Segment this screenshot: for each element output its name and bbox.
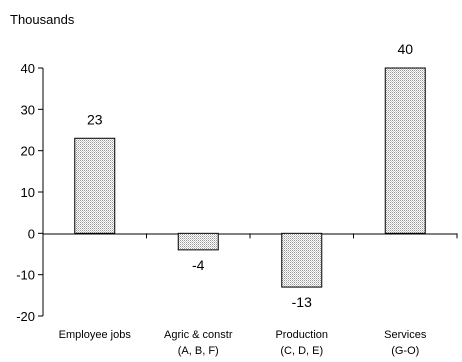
category-sublabel: (A, B, F) <box>178 345 219 357</box>
category-sublabel: (C, D, E) <box>280 345 323 357</box>
data-label: 23 <box>87 111 103 127</box>
category-sublabel: (G-O) <box>391 345 419 357</box>
data-labels: 23 -4 -13 40 <box>87 41 413 310</box>
y-tick-label: -20 <box>16 309 35 324</box>
bar <box>384 67 426 234</box>
category-label: Services <box>384 329 427 341</box>
x-axis-ticks <box>42 233 458 239</box>
category-label: Production <box>275 329 328 341</box>
category-label: Employee jobs <box>59 329 132 341</box>
y-axis-ticks: -20 -10 0 10 20 30 40 <box>16 61 43 324</box>
data-label: -4 <box>192 257 205 273</box>
y-tick-label: 40 <box>21 61 35 76</box>
bar <box>74 137 116 234</box>
data-label: -13 <box>292 294 312 310</box>
y-tick-label: 0 <box>28 226 35 241</box>
y-tick-label: 30 <box>21 102 35 117</box>
y-tick-label: 10 <box>21 185 35 200</box>
category-label: Agric & constr <box>164 329 233 341</box>
bar <box>281 232 323 288</box>
y-tick-label: 20 <box>21 144 35 159</box>
bar-series <box>74 67 426 288</box>
data-label: 40 <box>397 41 413 57</box>
y-tick-label: -10 <box>16 268 35 283</box>
y-axis-label: Thousands <box>10 12 75 27</box>
category-labels: Employee jobs Agric & constr (A, B, F) Prod… <box>59 329 427 357</box>
bar <box>177 232 219 251</box>
